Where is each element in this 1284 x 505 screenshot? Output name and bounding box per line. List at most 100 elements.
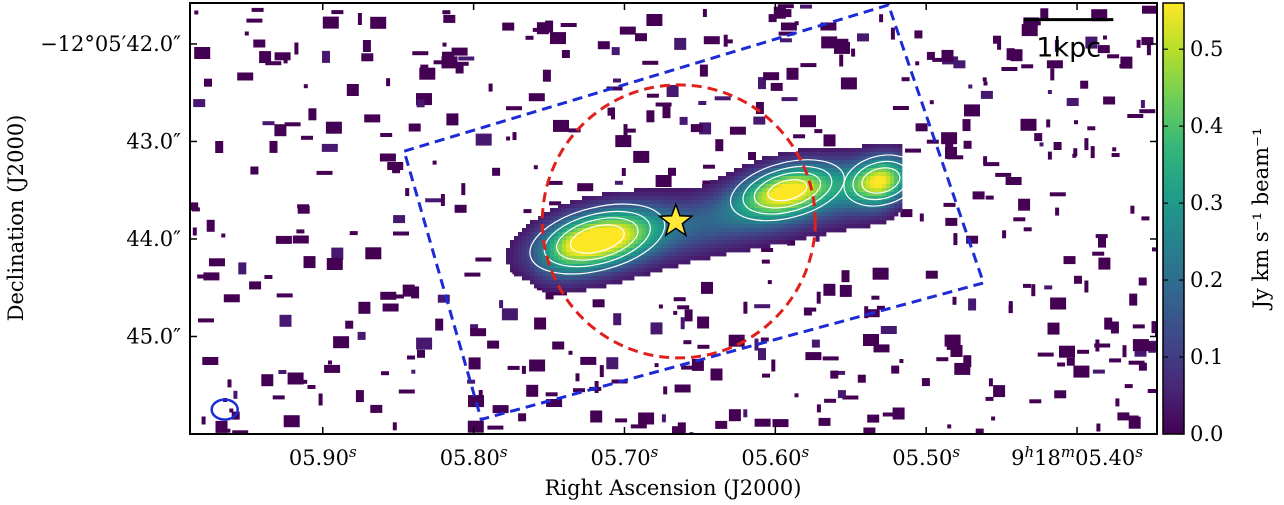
noise-pixel [501,308,518,321]
noise-pixel [411,369,416,374]
noise-pixel [1001,67,1018,71]
noise-pixel [1040,8,1049,21]
noise-pixel [900,209,913,218]
noise-pixel [1111,153,1120,157]
noise-pixel [577,183,594,192]
contour-line [753,171,822,209]
noise-pixel [914,30,923,39]
noise-pixel [758,77,766,90]
noise-pixel [467,420,484,433]
noise-pixel [523,209,532,214]
noise-pixel [823,134,836,147]
noise-pixel [754,304,771,309]
noise-pixel [816,291,821,304]
noise-pixel [560,23,577,27]
noise-pixel [568,350,573,355]
noise-pixel [947,424,952,429]
noise-pixel [767,280,772,285]
noise-pixel [944,334,961,347]
noise-pixel [412,51,429,56]
noise-pixel [1127,114,1144,118]
noise-pixel [387,162,404,170]
noise-pixel [534,317,547,330]
noise-pixel [1084,138,1089,151]
noise-pixel [405,188,410,197]
noise-pixel [506,106,522,111]
colorbar-tick-label: 0.3 [1190,191,1223,215]
y-tick-label: 44.0″ [126,227,181,251]
noise-pixel [873,344,890,353]
noise-pixel [443,14,456,23]
noise-pixel [475,133,492,146]
noise-pixel [1122,345,1127,358]
noise-pixel [325,121,342,134]
noise-pixel [972,191,985,200]
noise-pixel [364,114,381,123]
colorbar: 0.0 0.1 0.2 0.3 0.4 0.5 Jy km s⁻¹ beam⁻¹ [1162,2,1273,446]
noise-pixel [901,77,910,82]
noise-pixel [433,60,446,65]
noise-pixel [606,86,623,91]
noise-pixel [506,136,511,141]
noise-pixel [607,107,612,116]
noise-pixel [1096,423,1101,432]
noise-pixel [442,51,454,60]
noise-pixel [380,291,397,300]
contour-line [861,167,901,194]
noise-pixel [715,420,728,429]
noise-pixel [661,414,666,423]
noise-pixel [274,52,291,61]
noise-pixel [573,388,585,393]
noise-pixel [331,247,344,260]
noise-pixel [322,16,339,29]
noise-pixel [262,121,275,126]
noise-pixel [840,77,857,90]
noise-pixel [821,36,838,49]
noise-pixel [284,122,301,127]
noise-pixel [1077,349,1090,354]
noise-pixel [278,370,287,374]
noise-pixel [729,126,746,135]
noise-pixel [926,51,935,60]
noise-pixel [526,384,539,397]
noise-pixel [275,235,292,244]
noise-pixel [393,231,409,236]
noise-pixel [307,385,316,389]
noise-pixel [452,61,469,66]
noise-pixel [699,64,708,77]
noise-pixel [470,328,487,337]
noise-pixel [1018,198,1031,211]
noise-pixel [487,340,500,349]
noise-pixel [950,345,963,357]
noise-pixel [655,102,672,107]
x-tick-label: 05.70s​ [591,443,659,470]
noise-pixel [407,355,415,360]
noise-pixel [1109,358,1122,363]
noise-pixel [592,299,605,308]
noise-pixel [952,296,957,305]
noise-pixel [654,363,659,368]
noise-pixel [533,165,538,170]
noise-pixel [714,96,731,101]
noise-pixel [646,14,663,26]
noise-pixel [1024,21,1041,26]
noise-pixel [458,56,475,61]
noise-pixel [1094,343,1111,348]
x-tick-label: 05.90s​ [289,443,357,470]
noise-pixel [244,31,249,36]
noise-pixel [633,150,650,163]
noise-pixel [425,198,442,203]
noise-pixel [841,270,850,283]
noise-pixel [525,35,534,40]
noise-pixel [824,398,837,403]
noise-pixel [818,417,831,426]
noise-pixel [381,371,389,376]
noise-pixel [684,309,693,322]
noise-pixel [492,405,509,414]
noise-pixel [1005,177,1022,185]
noise-pixel [697,344,710,349]
noise-pixel [988,378,993,387]
colorbar-tick-label: 0.2 [1190,268,1223,292]
noise-pixel [550,32,566,45]
noise-pixel [411,286,420,299]
